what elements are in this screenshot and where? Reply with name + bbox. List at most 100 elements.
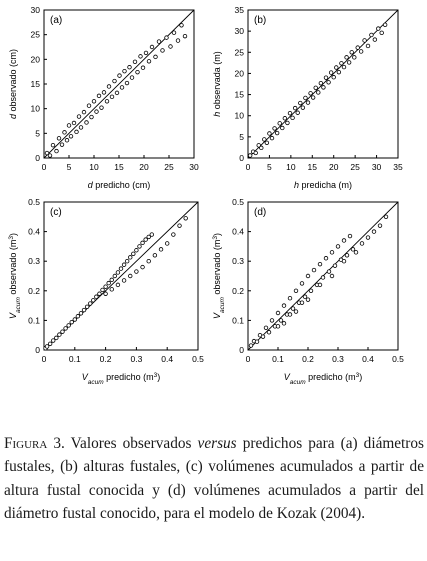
figure-caption: Figura 3. Valores observados versus pred… <box>4 432 424 525</box>
y-tick-label: 0.2 <box>232 286 244 296</box>
caption-text-2: predichos para (a) diámetros fustales, (… <box>4 435 424 522</box>
y-tick-label: 20 <box>235 68 245 78</box>
data-point <box>332 263 338 268</box>
data-point <box>66 123 72 128</box>
data-point <box>280 125 285 131</box>
data-point <box>100 287 105 293</box>
x-tick-label: 0 <box>246 162 251 172</box>
y-tick-label: 25 <box>31 30 41 40</box>
data-point <box>372 37 378 42</box>
data-point <box>78 311 84 316</box>
data-point <box>94 109 99 114</box>
data-point <box>371 229 377 234</box>
data-point <box>326 80 331 85</box>
x-tick-label: 0.4 <box>362 354 374 364</box>
data-point <box>329 250 335 255</box>
data-point <box>63 326 68 331</box>
data-point <box>341 259 347 264</box>
data-point <box>275 310 281 316</box>
y-tick-label: 0 <box>35 345 40 355</box>
data-point <box>81 307 87 313</box>
data-point <box>146 59 152 64</box>
x-tick-label: 25 <box>164 162 174 172</box>
data-point <box>146 234 151 240</box>
data-point <box>103 284 108 289</box>
data-point <box>267 131 272 136</box>
x-tick-label: 25 <box>350 162 360 172</box>
plot-frame <box>247 201 399 351</box>
data-point <box>293 309 299 314</box>
data-point <box>311 267 317 273</box>
y-tick-label: 0.1 <box>232 315 244 325</box>
data-point <box>272 126 277 131</box>
data-point <box>164 35 169 40</box>
y-axis-label: Vacum observado (m3) <box>8 233 22 319</box>
x-tick-label: 0.1 <box>272 354 284 364</box>
data-point <box>156 39 162 44</box>
data-point <box>331 75 336 80</box>
x-tick-label: 10 <box>286 162 296 172</box>
plot-frame <box>43 201 199 351</box>
data-point <box>317 282 323 288</box>
y-tick-label: 30 <box>31 5 41 15</box>
x-tick-label: 30 <box>189 162 199 172</box>
plot-frame <box>247 9 399 159</box>
data-point <box>344 55 349 60</box>
data-point <box>287 296 293 301</box>
caption-versus: versus <box>197 435 237 452</box>
x-axis-label: h predicha (m) <box>294 180 352 190</box>
data-point <box>153 54 158 60</box>
data-point <box>114 90 120 96</box>
data-point <box>179 23 184 28</box>
data-point <box>352 55 357 60</box>
data-point <box>76 114 82 119</box>
x-tick-label: 5 <box>267 162 272 172</box>
data-point <box>377 223 383 228</box>
data-point <box>129 75 135 80</box>
x-tick-label: 35 <box>393 162 403 172</box>
data-point <box>298 100 303 106</box>
data-point <box>305 273 311 279</box>
x-axis-label: Vacum predicho (m3) <box>82 372 161 386</box>
data-point <box>160 48 165 53</box>
data-point <box>359 241 365 246</box>
data-point <box>74 129 79 135</box>
data-point <box>140 240 145 246</box>
x-tick-label: 0.3 <box>130 354 142 364</box>
data-point <box>182 33 188 39</box>
data-point <box>124 80 130 86</box>
data-point <box>84 120 89 125</box>
caption-label: Figura 3. <box>4 435 65 452</box>
y-tick-label: 15 <box>31 79 41 89</box>
reference-line <box>43 9 195 159</box>
y-tick-label: 5 <box>35 128 40 138</box>
data-point <box>94 294 99 299</box>
data-point <box>60 329 65 334</box>
data-point <box>143 50 149 56</box>
data-point <box>115 270 121 275</box>
data-point <box>318 80 324 86</box>
data-point <box>134 248 139 253</box>
data-point <box>328 70 334 75</box>
data-point <box>143 237 148 242</box>
data-point <box>56 136 62 141</box>
data-point <box>259 145 264 151</box>
data-point <box>316 90 321 95</box>
y-tick-label: 0.4 <box>28 227 40 237</box>
data-point <box>146 259 151 264</box>
data-point <box>383 214 389 219</box>
chart-panel-4: 0 0.1 0.2 0.3 0.4 0.5 0 0.1 0.2 0.3 0.4 0.5 (d) Vacum… <box>212 197 405 386</box>
data-point <box>135 69 140 75</box>
data-point <box>101 90 107 95</box>
data-point <box>121 262 127 267</box>
data-point <box>112 78 117 84</box>
data-point <box>334 65 339 70</box>
data-point <box>341 64 347 70</box>
data-point <box>64 138 70 143</box>
x-tick-label: 0.2 <box>302 354 314 364</box>
caption-text-1: Valores observados <box>64 435 198 452</box>
x-tick-label: 0 <box>42 162 47 172</box>
data-point <box>262 137 267 142</box>
data-point <box>175 38 181 43</box>
data-point <box>152 253 158 258</box>
